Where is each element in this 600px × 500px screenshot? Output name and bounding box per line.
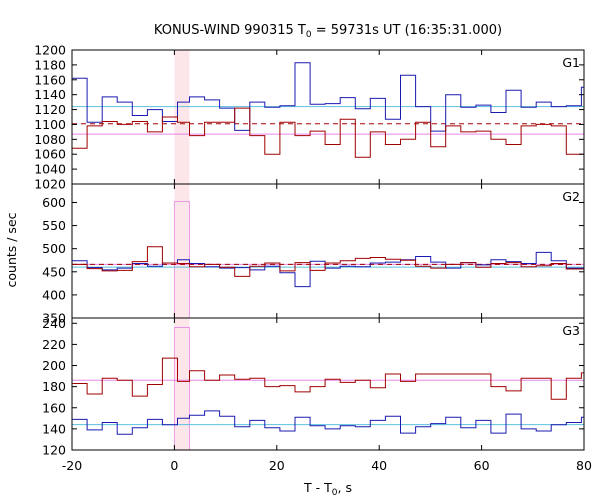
panel-g3: 120 140 160 180 200 220 240 G3	[42, 316, 585, 458]
series-dark-red-g1	[72, 107, 584, 158]
x-axis-label: T - T0, s	[303, 480, 352, 498]
series-blue-g3	[72, 410, 584, 435]
panel-label-g3: G3	[562, 323, 580, 338]
y-tick-label: 1060	[34, 147, 66, 162]
y-tick-label: 350	[42, 311, 66, 326]
y-tick-label: 1100	[34, 117, 66, 132]
y-tick-label: 1040	[34, 162, 66, 177]
panel-g2: 350 400 450 500 550 600 G2	[42, 183, 585, 326]
y-tick-label: 500	[42, 241, 66, 256]
y-tick-label: 600	[42, 195, 66, 210]
y-tick-label: 1120	[34, 102, 66, 117]
panel-label-g1: G1	[562, 55, 580, 70]
y-tick-label: 550	[42, 218, 66, 233]
series-dark-red-g3	[72, 357, 584, 400]
y-tick-label: 1020	[34, 177, 66, 192]
trigger-highlight-band	[174, 50, 190, 450]
y-tick-label: 400	[42, 287, 66, 302]
y-tick-label: 1160	[34, 72, 66, 87]
panel-g1: 1020104010601080110011201140116011801200…	[34, 43, 585, 192]
y-tick-label: 1200	[34, 43, 66, 58]
y-tick-label: 1080	[34, 132, 66, 147]
chart-title: KONUS-WIND 990315 T0 = 59731s UT (16:35:…	[154, 23, 502, 40]
x-tick-label: 0	[170, 458, 178, 473]
panels: 1020104010601080110011201140116011801200…	[34, 43, 592, 474]
y-tick-label: 1140	[34, 87, 66, 102]
y-tick-label: 220	[42, 337, 66, 352]
y-axis-label: counts / sec	[4, 212, 19, 287]
y-tick-label: 1180	[34, 57, 66, 72]
x-tick-label: 60	[474, 458, 490, 473]
y-tick-label: 120	[42, 443, 66, 458]
panel-frame	[71, 49, 585, 185]
x-tick-label: 40	[371, 458, 387, 473]
x-tick-label: 80	[576, 458, 592, 473]
x-tick-label: 20	[269, 458, 285, 473]
y-tick-label: 450	[42, 264, 66, 279]
y-tick-label: 200	[42, 358, 66, 373]
y-tick-label: 140	[42, 421, 66, 436]
y-tick-label: 240	[42, 316, 66, 331]
series-blue-g1	[72, 62, 584, 132]
panel-frame	[71, 183, 585, 319]
panel-label-g2: G2	[562, 189, 580, 204]
series-blue-g2	[72, 251, 584, 288]
panel-frame	[71, 317, 585, 451]
y-tick-label: 160	[42, 400, 66, 415]
series-dark-red-g2	[72, 246, 584, 277]
x-tick-label: -20	[62, 458, 82, 473]
y-tick-label: 180	[42, 379, 66, 394]
